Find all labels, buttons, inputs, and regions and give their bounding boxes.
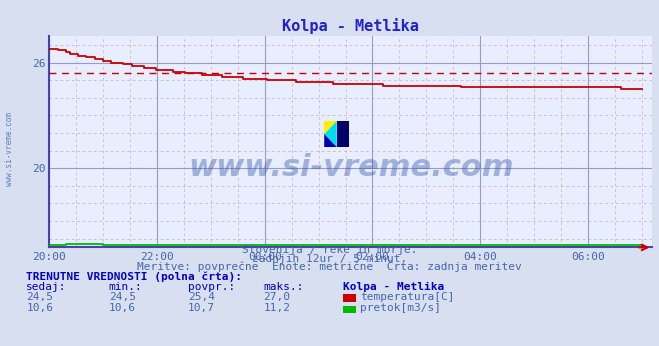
Text: 10,6: 10,6 — [26, 303, 53, 313]
Text: pretok[m3/s]: pretok[m3/s] — [360, 303, 441, 313]
Title: Kolpa - Metlika: Kolpa - Metlika — [283, 18, 419, 34]
Text: 10,6: 10,6 — [109, 303, 136, 313]
Text: maks.:: maks.: — [264, 282, 304, 292]
Text: temperatura[C]: temperatura[C] — [360, 292, 454, 302]
Text: 24,5: 24,5 — [26, 292, 53, 302]
Text: Slovenija / reke in morje.: Slovenija / reke in morje. — [242, 245, 417, 255]
Text: Kolpa - Metlika: Kolpa - Metlika — [343, 282, 444, 292]
Text: 27,0: 27,0 — [264, 292, 291, 302]
Text: www.si-vreme.com: www.si-vreme.com — [188, 153, 514, 182]
Text: 10,7: 10,7 — [188, 303, 215, 313]
Text: sedaj:: sedaj: — [26, 282, 67, 292]
Text: TRENUTNE VREDNOSTI (polna črta):: TRENUTNE VREDNOSTI (polna črta): — [26, 272, 243, 282]
Text: Meritve: povprečne  Enote: metrične  Črta: zadnja meritev: Meritve: povprečne Enote: metrične Črta:… — [137, 260, 522, 272]
Text: www.si-vreme.com: www.si-vreme.com — [5, 112, 14, 186]
Polygon shape — [337, 121, 349, 147]
Text: povpr.:: povpr.: — [188, 282, 235, 292]
Polygon shape — [324, 121, 337, 134]
Polygon shape — [324, 134, 337, 147]
Text: 25,4: 25,4 — [188, 292, 215, 302]
Text: min.:: min.: — [109, 282, 142, 292]
Text: zadnjih 12ur / 5 minut.: zadnjih 12ur / 5 minut. — [252, 254, 407, 264]
Polygon shape — [324, 121, 337, 147]
Text: 24,5: 24,5 — [109, 292, 136, 302]
Text: 11,2: 11,2 — [264, 303, 291, 313]
